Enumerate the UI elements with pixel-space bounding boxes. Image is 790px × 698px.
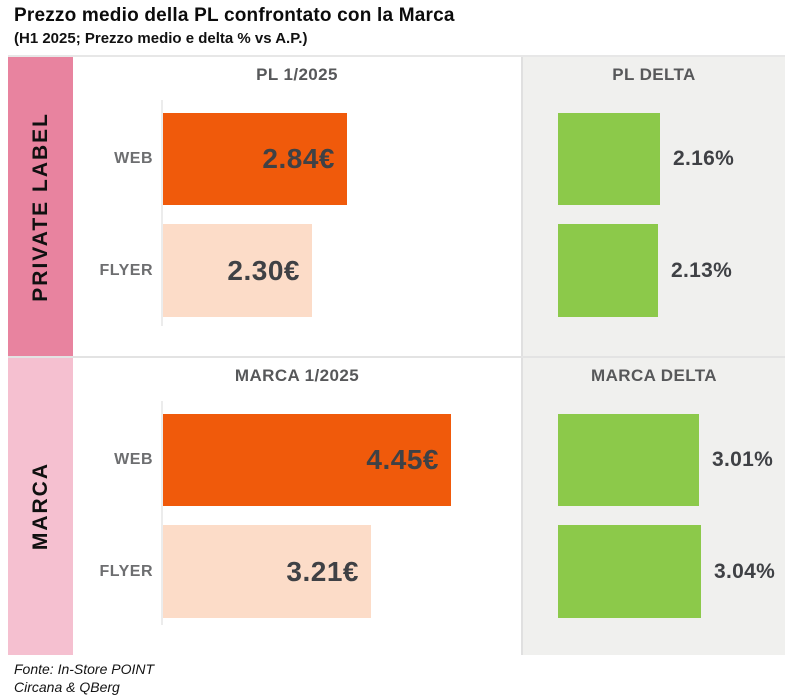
delta-value-pl-web: 2.16% (673, 147, 735, 170)
delta-panel-marca: MARCA DELTA 3.01% 3.04% (521, 358, 785, 655)
baseline-axis (161, 100, 163, 326)
bar-row-marca-web: WEB 4.45€ (73, 414, 451, 506)
delta-block-marca-flyer (558, 525, 701, 618)
page-title: Prezzo medio della PL confrontato con la… (14, 5, 455, 26)
row-label-web: WEB (114, 150, 153, 167)
price-panel-pl: PL 1/2025 WEB 2.84€ FLYER 2.30€ (73, 57, 521, 356)
group-label-text: PRIVATE LABEL (28, 111, 52, 302)
group-label-private-label: PRIVATE LABEL (8, 57, 73, 356)
price-panel-title-marca: MARCA 1/2025 (234, 366, 360, 385)
price-panel-marca: MARCA 1/2025 WEB 4.45€ FLYER 3.21€ (73, 358, 521, 655)
source-line-2: Circana & QBerg (14, 679, 120, 695)
price-bar-marca-flyer: 3.21€ (163, 525, 371, 618)
bar-row-pl-web: WEB 2.84€ (73, 113, 347, 205)
group-label-marca: MARCA (8, 358, 73, 655)
delta-panel-title-pl: PL DELTA (612, 65, 696, 84)
page-subtitle: (H1 2025; Prezzo medio e delta % vs A.P.… (14, 30, 308, 47)
delta-row-marca-flyer: 3.04% (558, 525, 775, 618)
delta-block-pl-flyer (558, 224, 658, 317)
delta-row-pl-web: 2.16% (558, 113, 734, 205)
bar-row-marca-flyer: FLYER 3.21€ (73, 525, 371, 618)
delta-block-pl-web (558, 113, 660, 205)
row-label-flyer: FLYER (99, 562, 153, 580)
delta-block-marca-web (558, 414, 699, 506)
chart-board: PRIVATE LABEL PL 1/2025 WEB 2.84€ FLYER … (8, 55, 785, 658)
price-panel-title-pl: PL 1/2025 (256, 65, 338, 84)
delta-row-pl-flyer: 2.13% (558, 224, 732, 317)
price-bar-pl-web: 2.84€ (163, 113, 347, 205)
delta-row-marca-web: 3.01% (558, 414, 773, 506)
price-bar-pl-flyer: 2.30€ (163, 224, 312, 317)
source-note: Fonte: In-Store POINT Circana & QBerg (14, 660, 154, 696)
section-private-label: PRIVATE LABEL PL 1/2025 WEB 2.84€ FLYER … (8, 57, 785, 356)
row-label-flyer: FLYER (99, 261, 153, 279)
delta-value-marca-web: 3.01% (712, 448, 774, 471)
baseline-axis (161, 401, 163, 625)
delta-value-marca-flyer: 3.04% (714, 559, 776, 583)
source-line-1: Fonte: In-Store POINT (14, 661, 155, 677)
group-label-text: MARCA (28, 462, 52, 551)
delta-panel-title-marca: MARCA DELTA (591, 366, 717, 385)
section-marca: MARCA MARCA 1/2025 WEB 4.45€ FLYER 3.21€… (8, 356, 785, 655)
bar-row-pl-flyer: FLYER 2.30€ (73, 224, 312, 317)
price-bar-marca-web: 4.45€ (163, 414, 451, 506)
delta-panel-pl: PL DELTA 2.16% 2.13% (521, 57, 785, 356)
row-label-web: WEB (114, 451, 153, 468)
delta-value-pl-flyer: 2.13% (671, 258, 733, 282)
